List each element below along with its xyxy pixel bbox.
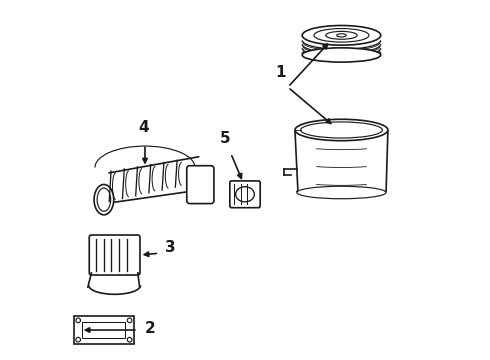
Ellipse shape — [236, 187, 254, 202]
Ellipse shape — [300, 122, 382, 138]
Ellipse shape — [297, 186, 386, 199]
Ellipse shape — [97, 188, 111, 211]
Ellipse shape — [94, 184, 114, 215]
FancyBboxPatch shape — [187, 166, 214, 203]
Text: 3: 3 — [165, 240, 175, 255]
Ellipse shape — [337, 34, 346, 37]
Ellipse shape — [76, 318, 80, 323]
Ellipse shape — [127, 337, 132, 342]
Ellipse shape — [302, 26, 381, 45]
FancyBboxPatch shape — [230, 181, 260, 208]
Ellipse shape — [76, 337, 80, 342]
Ellipse shape — [302, 48, 381, 62]
Ellipse shape — [326, 31, 357, 39]
FancyBboxPatch shape — [89, 235, 140, 275]
Ellipse shape — [193, 174, 208, 196]
Ellipse shape — [127, 318, 132, 323]
FancyBboxPatch shape — [82, 322, 125, 338]
Text: 1: 1 — [275, 65, 286, 80]
Ellipse shape — [295, 119, 388, 141]
Ellipse shape — [314, 28, 369, 42]
Text: 2: 2 — [145, 321, 156, 336]
Text: 4: 4 — [138, 120, 148, 135]
Bar — [74, 316, 134, 344]
Text: 5: 5 — [220, 131, 231, 146]
